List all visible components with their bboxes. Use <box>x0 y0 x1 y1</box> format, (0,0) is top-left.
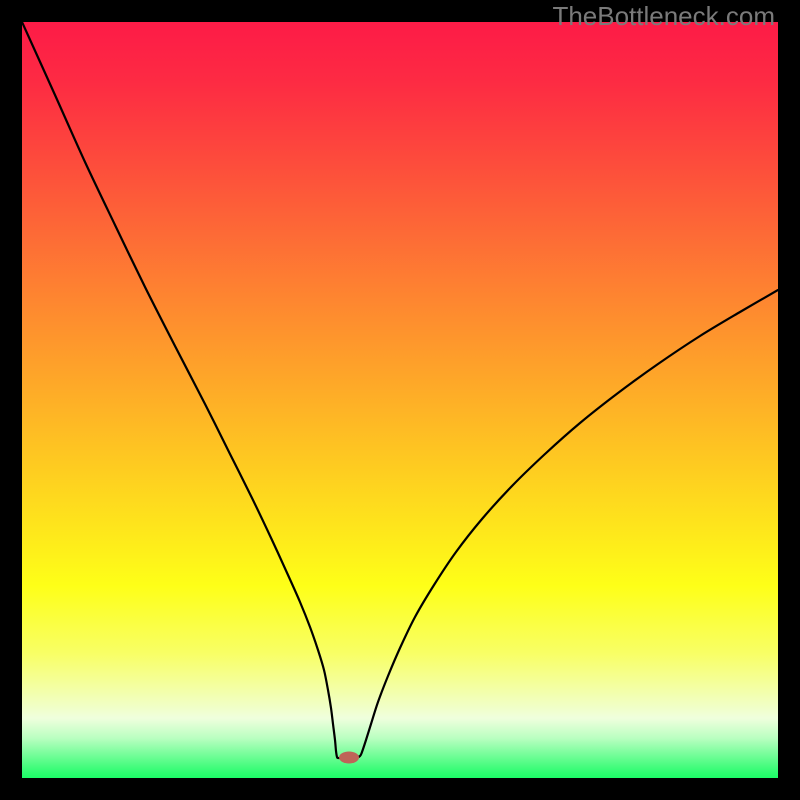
watermark-text: TheBottleneck.com <box>552 1 775 32</box>
plot-frame <box>0 0 800 800</box>
